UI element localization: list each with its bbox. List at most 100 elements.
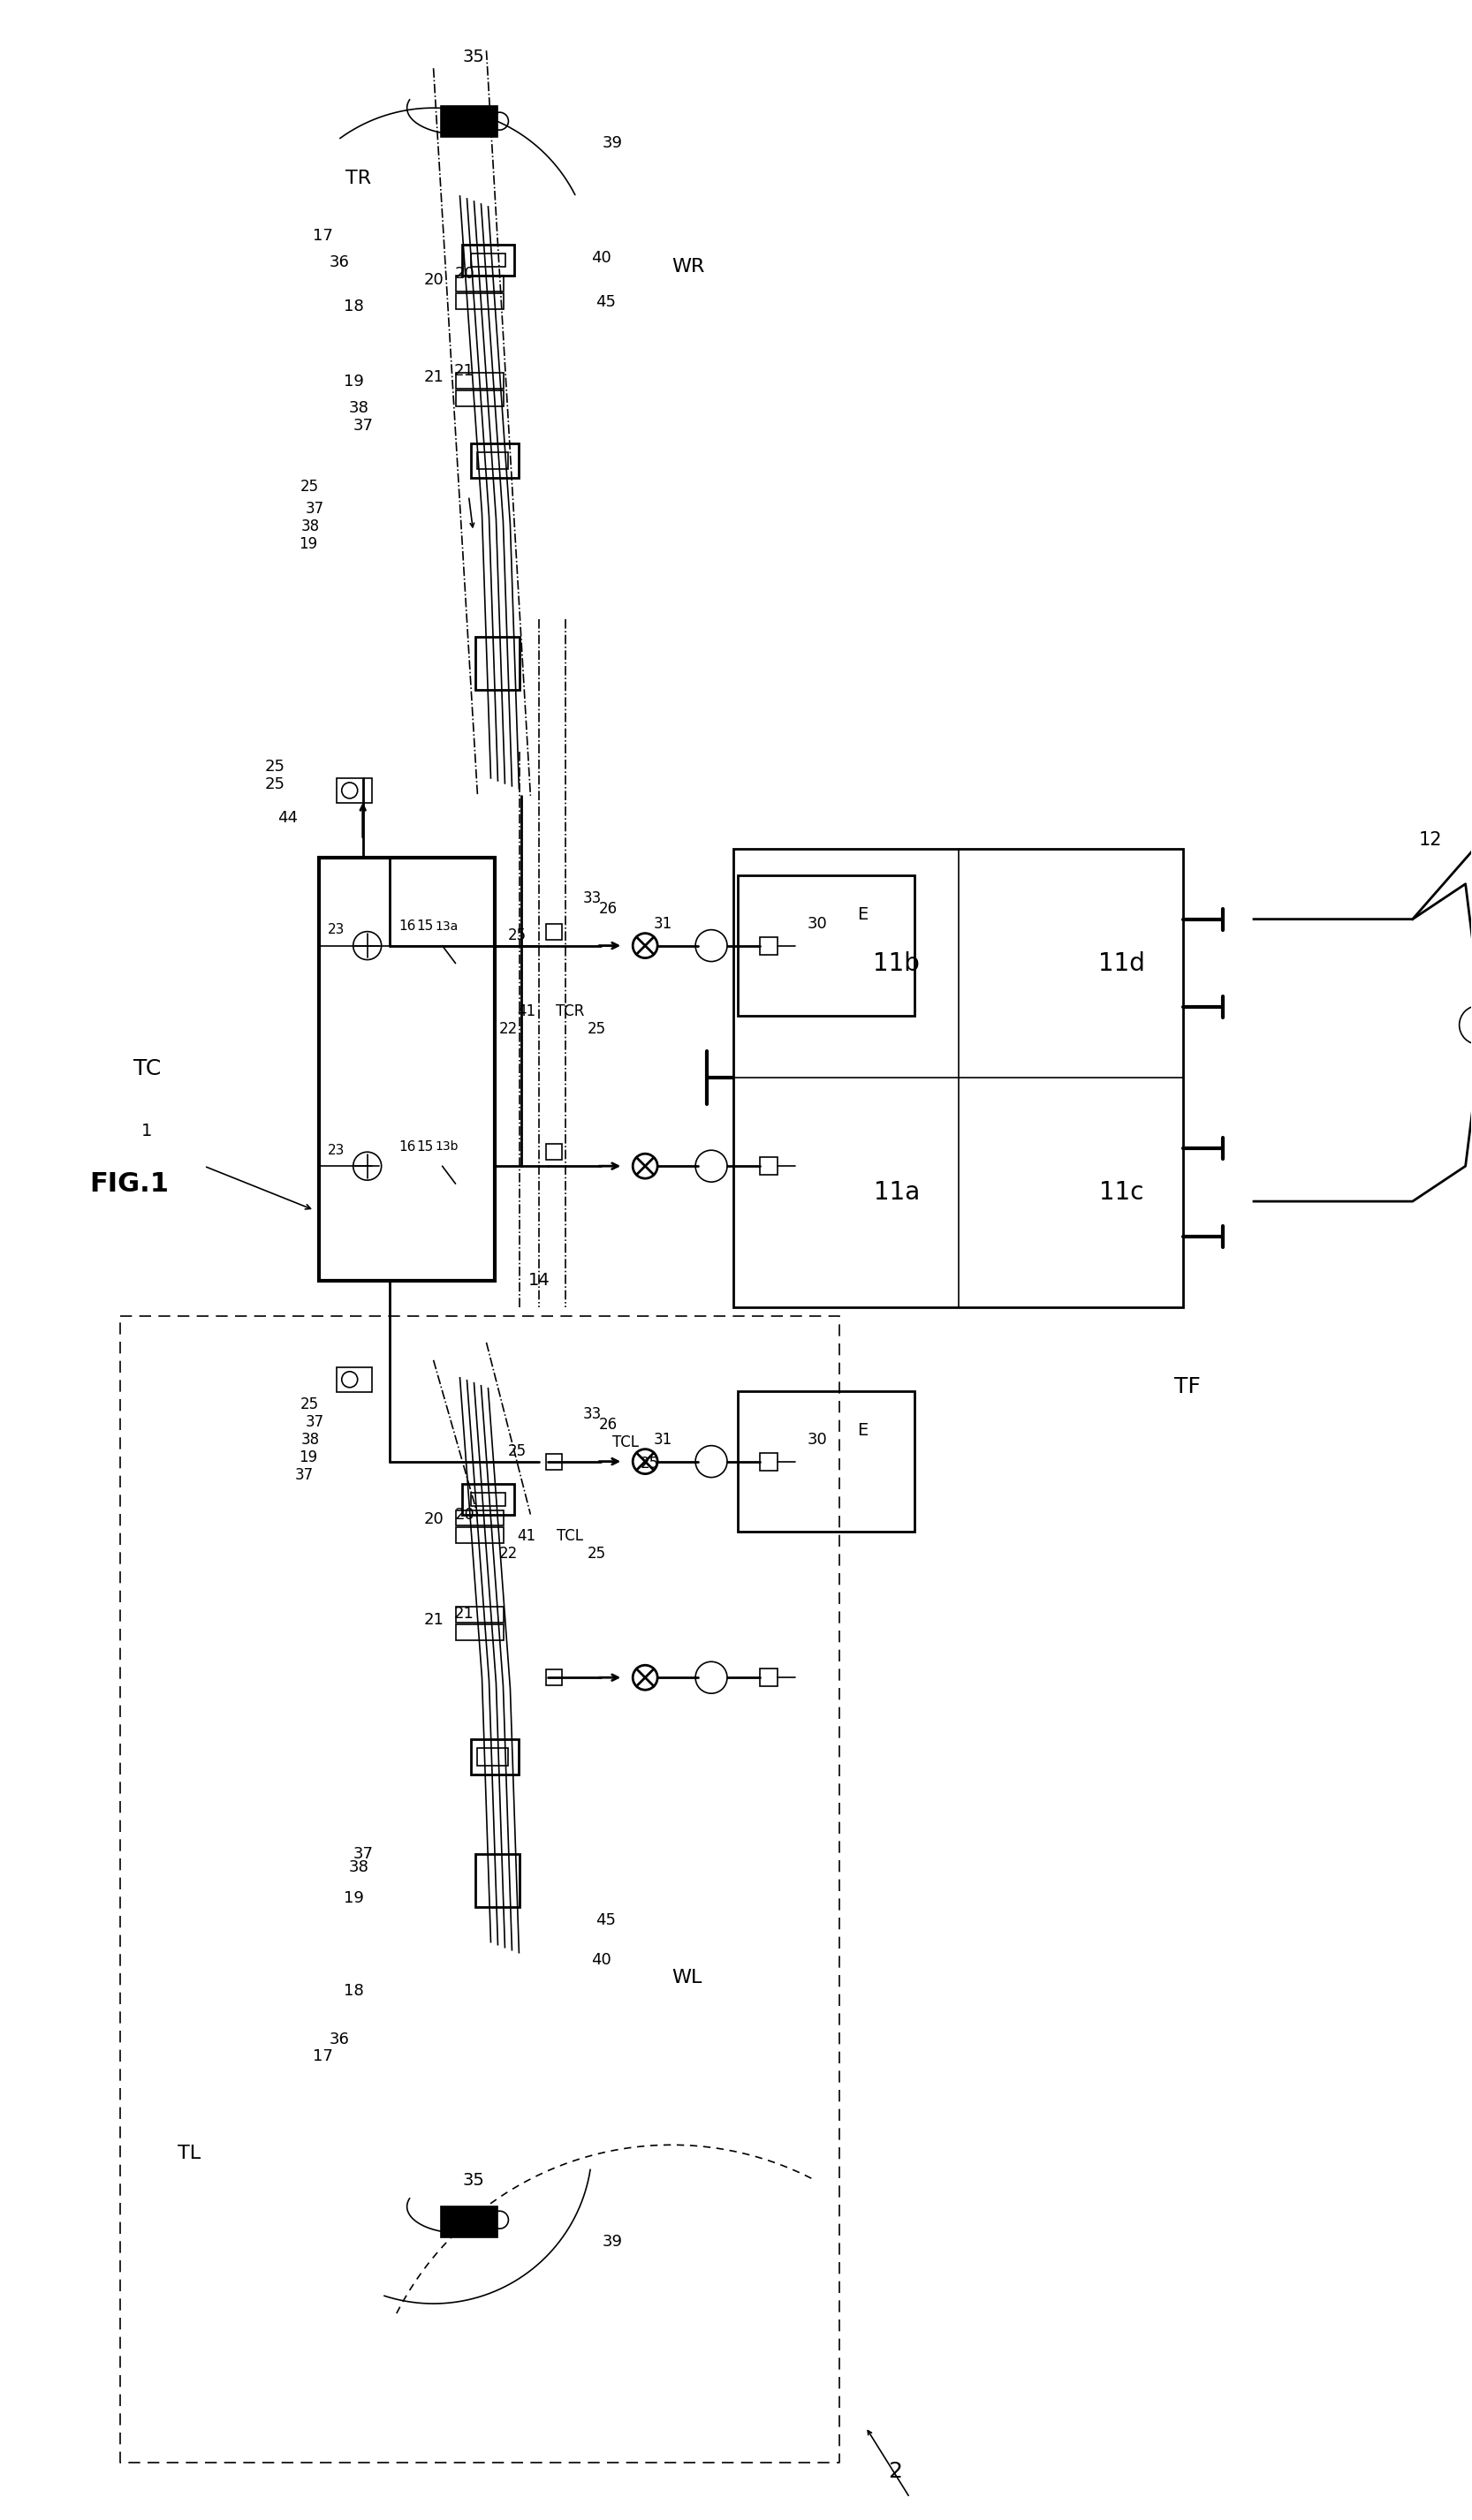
Text: 20: 20: [455, 1507, 474, 1522]
Text: 19: 19: [344, 1890, 364, 1905]
Bar: [462, 1484, 515, 1515]
Text: 37: 37: [353, 1847, 372, 1862]
Text: 37: 37: [294, 1467, 314, 1482]
Text: 38: 38: [349, 1860, 368, 1875]
Bar: [546, 925, 562, 940]
Bar: [455, 373, 503, 388]
Text: 11a: 11a: [873, 1179, 920, 1205]
Text: 26: 26: [599, 900, 617, 917]
Bar: [455, 275, 503, 292]
Text: 17: 17: [314, 2049, 333, 2064]
Text: TL: TL: [178, 2145, 200, 2162]
Bar: [455, 1608, 503, 1623]
Text: 21: 21: [455, 1605, 474, 1623]
Text: 40: 40: [590, 249, 611, 265]
Text: 41: 41: [517, 1003, 536, 1021]
Bar: [440, 106, 498, 136]
Bar: [471, 444, 520, 479]
Bar: [737, 874, 914, 1016]
Text: 18: 18: [344, 1983, 364, 1998]
Text: 25: 25: [640, 1457, 659, 1472]
Text: 37: 37: [353, 418, 372, 433]
Text: 26: 26: [599, 1416, 617, 1431]
Text: 22: 22: [499, 1547, 518, 1562]
Bar: [462, 244, 515, 275]
Text: 15: 15: [417, 920, 433, 932]
Text: 37: 37: [305, 1414, 324, 1429]
Text: 39: 39: [602, 2233, 623, 2250]
Bar: [475, 638, 520, 690]
Text: 21: 21: [424, 368, 443, 386]
Text: 25: 25: [265, 759, 286, 774]
Text: TCR: TCR: [556, 1003, 584, 1021]
Bar: [546, 1144, 562, 1159]
Text: 36: 36: [328, 2031, 349, 2046]
Text: 45: 45: [595, 295, 615, 310]
Bar: [337, 1368, 372, 1391]
Bar: [737, 1391, 914, 1532]
Bar: [546, 1671, 562, 1686]
Bar: [455, 1625, 503, 1641]
Text: 35: 35: [462, 48, 484, 66]
Text: 15: 15: [417, 1139, 433, 1154]
Bar: [455, 391, 503, 406]
Text: 41: 41: [517, 1530, 536, 1545]
Text: 38: 38: [349, 401, 368, 416]
Text: TC: TC: [134, 1058, 160, 1079]
Text: 14: 14: [528, 1273, 551, 1290]
Bar: [733, 849, 1183, 1308]
Text: 25: 25: [300, 479, 319, 494]
Text: 18: 18: [344, 297, 364, 315]
Bar: [440, 2208, 498, 2238]
Bar: [760, 1157, 777, 1174]
Text: 13a: 13a: [436, 920, 458, 932]
Text: 1: 1: [141, 1121, 152, 1139]
Text: 11b: 11b: [873, 950, 920, 975]
Text: 19: 19: [299, 1449, 318, 1464]
Text: 25: 25: [587, 1021, 606, 1038]
Text: 25: 25: [508, 1444, 527, 1459]
Bar: [455, 1527, 503, 1545]
Text: 19: 19: [344, 373, 364, 388]
Text: TF: TF: [1175, 1376, 1201, 1396]
Text: 23: 23: [328, 922, 344, 937]
Text: 25: 25: [587, 1547, 606, 1562]
Bar: [477, 451, 508, 469]
Bar: [455, 1509, 503, 1527]
Text: 33: 33: [583, 890, 602, 907]
Text: 31: 31: [654, 1431, 673, 1446]
Text: 25: 25: [300, 1396, 319, 1411]
Text: 36: 36: [328, 255, 349, 270]
Text: 21: 21: [424, 1613, 443, 1628]
Text: 37: 37: [305, 501, 324, 517]
Bar: [471, 255, 506, 267]
Text: 33: 33: [583, 1406, 602, 1421]
Text: 20: 20: [424, 1512, 443, 1527]
Text: 12: 12: [1419, 832, 1443, 849]
Text: WR: WR: [671, 257, 705, 275]
Text: 11c: 11c: [1100, 1179, 1144, 1205]
Text: 2: 2: [888, 2460, 902, 2482]
Text: 44: 44: [278, 809, 297, 827]
Text: 13b: 13b: [434, 1142, 458, 1152]
Text: TR: TR: [346, 169, 371, 186]
Text: 45: 45: [595, 1913, 615, 1928]
Bar: [471, 1739, 520, 1774]
Text: FIG.1: FIG.1: [90, 1172, 169, 1197]
Text: 19: 19: [299, 537, 318, 552]
Bar: [471, 1492, 506, 1504]
Bar: [477, 1749, 508, 1767]
Text: 16: 16: [399, 1139, 415, 1154]
Bar: [760, 1452, 777, 1469]
Text: E: E: [857, 1421, 867, 1439]
Bar: [760, 937, 777, 955]
Text: 30: 30: [807, 1431, 827, 1446]
Text: WL: WL: [671, 1968, 702, 1986]
Text: 40: 40: [590, 1953, 611, 1968]
Text: 25: 25: [508, 927, 527, 942]
Text: 35: 35: [462, 2172, 484, 2187]
Bar: [546, 1454, 562, 1469]
Text: 11d: 11d: [1098, 950, 1145, 975]
Text: 39: 39: [602, 136, 623, 151]
Text: TCL: TCL: [556, 1530, 583, 1545]
